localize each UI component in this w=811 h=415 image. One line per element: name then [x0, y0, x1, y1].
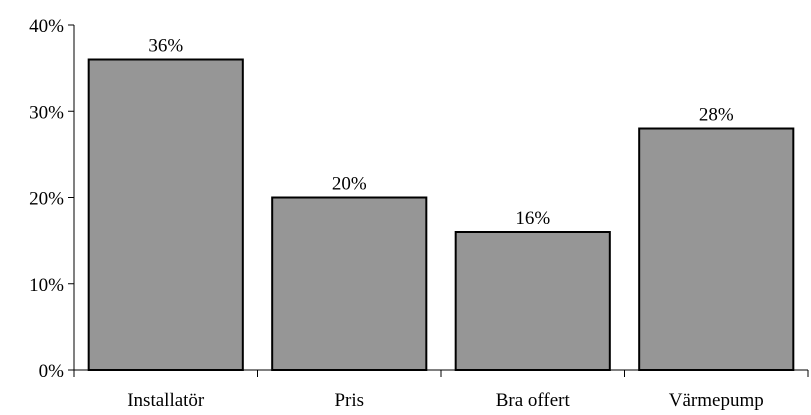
data-label-1: 36%	[148, 36, 183, 57]
labels-layer: 36% Installatör 20% Pris 16% Bra offert 28% Vär…	[29, 16, 764, 411]
bar-1	[87, 58, 244, 371]
y-tick-label-4: 40%	[29, 16, 64, 37]
data-label-3: 16%	[515, 208, 550, 229]
y-tick-label-3: 30%	[29, 102, 64, 123]
bar-4	[638, 127, 795, 371]
axis-layer	[68, 24, 809, 377]
category-label-1: Installatör	[127, 390, 205, 411]
category-label-3: Bra offert	[496, 390, 571, 411]
category-label-2: Pris	[334, 390, 364, 411]
data-label-4: 28%	[699, 105, 734, 126]
y-tick-label-2: 20%	[29, 189, 64, 210]
data-label-2: 20%	[332, 174, 367, 195]
bar-3	[454, 231, 611, 371]
bar-2	[271, 196, 428, 371]
bars-layer	[87, 58, 795, 371]
y-tick-label-1: 10%	[29, 275, 64, 296]
category-label-4: Värmepump	[669, 390, 764, 411]
y-tick-label-0: 0%	[39, 361, 65, 382]
